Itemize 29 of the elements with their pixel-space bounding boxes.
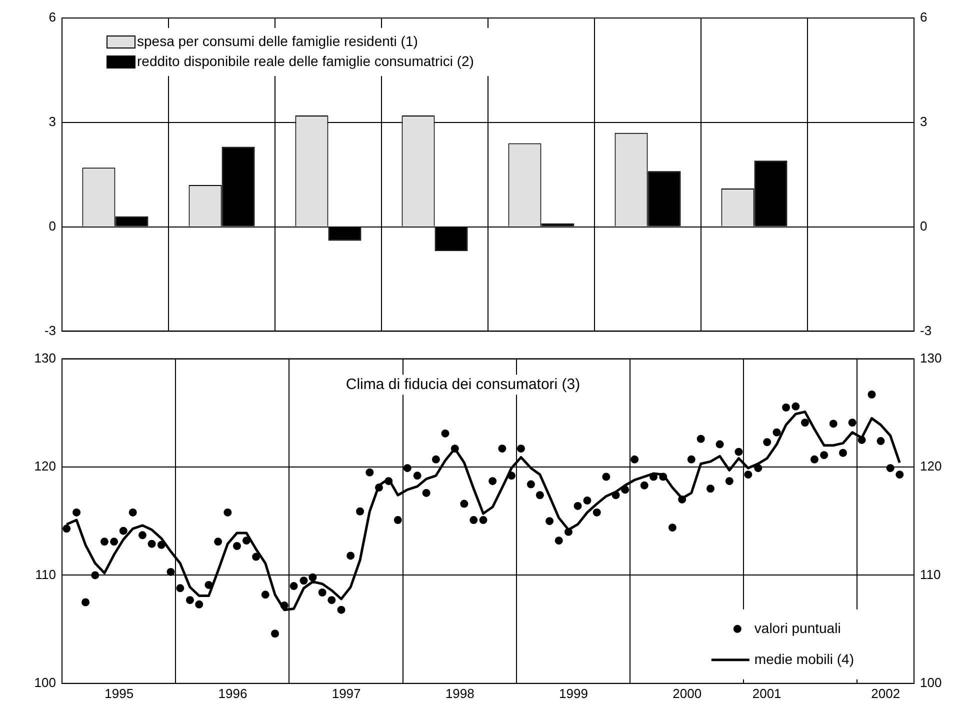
y2-tick-label: 110 bbox=[920, 566, 941, 582]
y-tick-label: 100 bbox=[34, 674, 56, 690]
y2-tick-label: 120 bbox=[920, 458, 942, 474]
legend-label: valori puntuali bbox=[754, 620, 841, 636]
x-tick-label: 1995 bbox=[104, 686, 134, 701]
text: Clima di fiducia dei consumatori (3) bbox=[346, 376, 580, 393]
y-tick-label: 120 bbox=[34, 458, 56, 474]
y2-tick-label: 100 bbox=[920, 674, 942, 690]
x-tick-label: 2001 bbox=[752, 686, 782, 701]
x-tick-label: 1998 bbox=[445, 686, 474, 701]
y-tick-label: 130 bbox=[34, 350, 56, 366]
y2-tick-label: 0 bbox=[920, 218, 928, 234]
y2-tick-label: 3 bbox=[920, 114, 928, 129]
x-tick-label: 1997 bbox=[332, 686, 361, 701]
legend-label: reddito disponibile reale delle famiglie consumatrici (2) bbox=[137, 52, 474, 69]
legend-label: medie mobili (4) bbox=[754, 650, 854, 667]
x-tick-label: 2000 bbox=[672, 686, 702, 701]
x-tick-label: 2002 bbox=[871, 686, 900, 701]
x-tick-label: 1999 bbox=[559, 686, 588, 701]
y2-tick-label: 130 bbox=[920, 350, 942, 366]
y2-tick-label: -3 bbox=[920, 322, 932, 338]
y-tick-label: -3 bbox=[44, 322, 56, 338]
y-tick-label: 3 bbox=[48, 114, 56, 129]
x-tick-label: 1996 bbox=[218, 686, 248, 701]
y-tick-label: 0 bbox=[48, 218, 56, 234]
y2-tick-label: 6 bbox=[920, 10, 928, 25]
legend-label: spesa per consumi delle famiglie residenti (1) bbox=[137, 32, 418, 49]
y-tick-label: 110 bbox=[35, 566, 56, 582]
y-tick-label: 6 bbox=[48, 10, 56, 25]
